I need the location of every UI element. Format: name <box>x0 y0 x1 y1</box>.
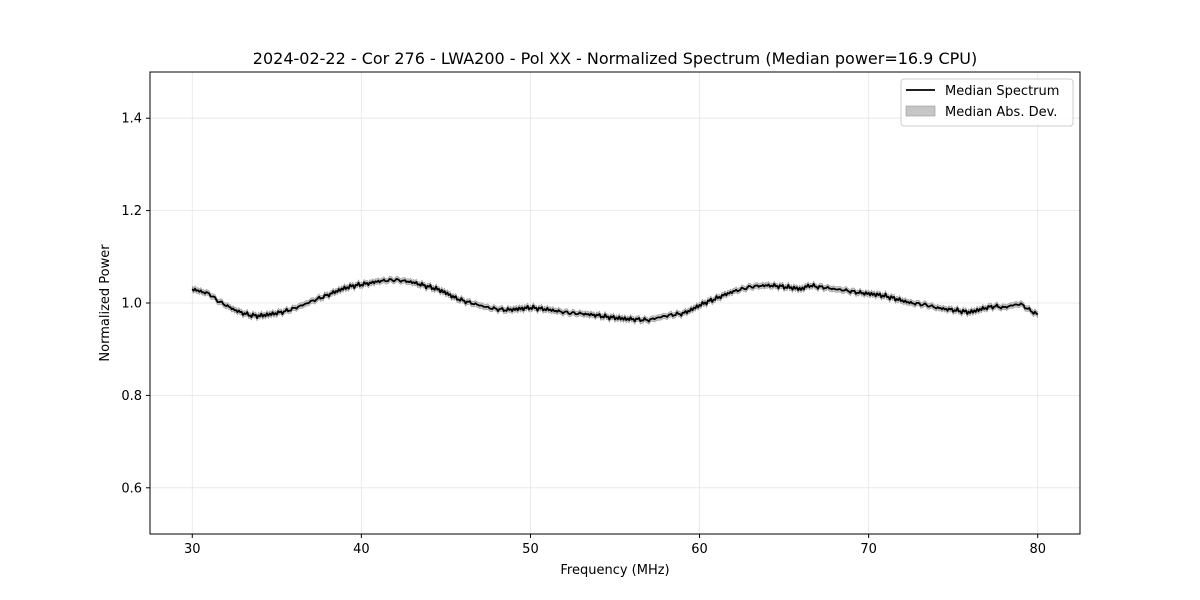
legend-box <box>900 78 1074 127</box>
y-axis-label: Normalized Power <box>98 244 113 362</box>
y-tick-label: 1.2 <box>121 204 142 219</box>
x-tick-label: 70 <box>860 542 877 557</box>
y-tick-label: 1.0 <box>121 297 142 312</box>
x-tick-label: 80 <box>1029 542 1046 557</box>
y-tick-label: 0.6 <box>121 481 142 496</box>
y-tick-label: 0.8 <box>121 389 142 404</box>
x-axis-label: Frequency (MHz) <box>560 563 669 578</box>
x-tick-label: 50 <box>522 542 539 557</box>
x-tick-label: 60 <box>691 542 708 557</box>
median-spectrum-line <box>191 278 1039 323</box>
x-tick-label: 40 <box>353 542 370 557</box>
legend-label-median-abs-dev: Median Abs. Dev. <box>945 105 1057 120</box>
y-axis-ticks: 0.6 0.8 1.0 1.2 1.4 <box>121 112 150 496</box>
chart-title: 2024-02-22 - Cor 276 - LWA200 - Pol XX -… <box>253 49 977 68</box>
x-tick-label: 30 <box>184 542 201 557</box>
y-tick-label: 1.4 <box>121 112 142 127</box>
x-axis-ticks: 30 40 50 60 70 80 <box>184 534 1046 557</box>
legend: Median Spectrum Median Abs. Dev. <box>900 78 1074 127</box>
legend-label-median-spectrum: Median Spectrum <box>945 84 1059 99</box>
legend-band-swatch <box>905 105 936 117</box>
